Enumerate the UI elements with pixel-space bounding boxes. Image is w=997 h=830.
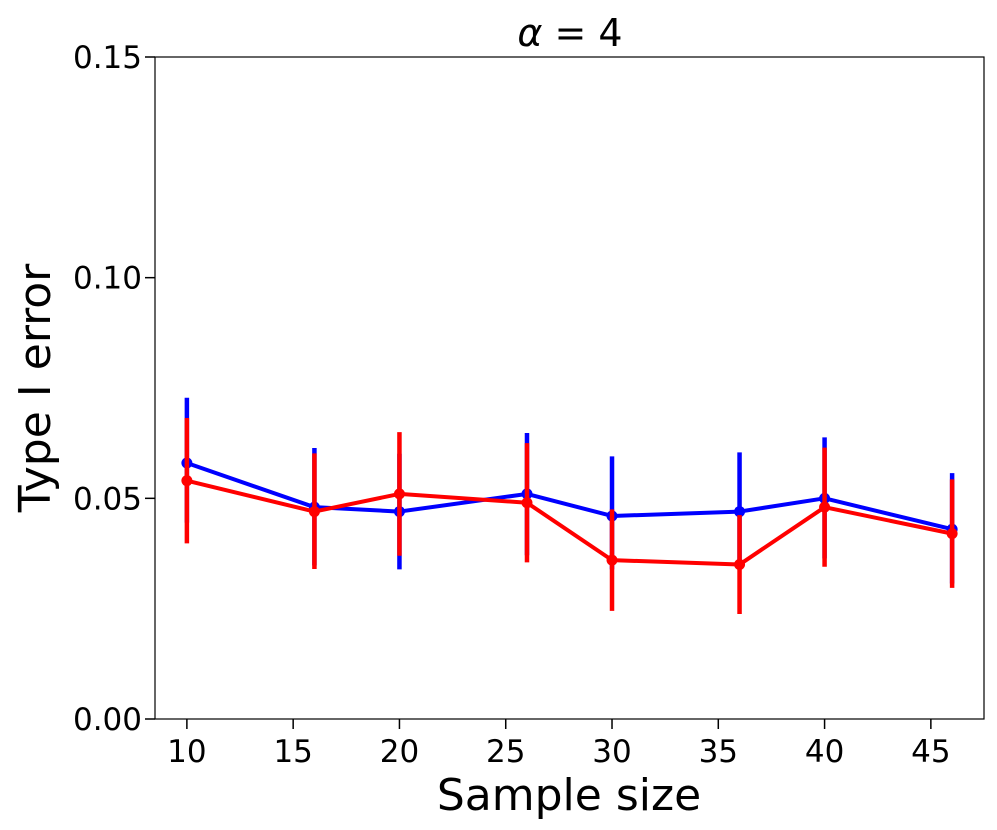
x-tick-label: 15: [273, 734, 312, 770]
series-blue: [181, 397, 958, 584]
series-layer: [181, 397, 958, 614]
y-axis-ticks: 0.00 0.05 0.10 0.15: [73, 40, 155, 738]
x-tick-label: 20: [380, 734, 419, 770]
data-point: [819, 501, 831, 513]
y-tick-label: 0.10: [73, 261, 142, 297]
data-point: [734, 559, 746, 571]
x-tick-label: 35: [699, 734, 738, 770]
y-tick-label: 0.05: [73, 481, 142, 517]
data-point: [521, 497, 533, 509]
series-line: [186, 478, 953, 567]
x-axis-label: Sample size: [437, 770, 701, 821]
data-point: [946, 528, 958, 540]
data-point: [308, 506, 320, 518]
series-red: [181, 418, 958, 614]
data-point: [393, 488, 405, 500]
x-tick-label: 10: [167, 734, 206, 770]
chart-title: α = 4: [517, 11, 622, 55]
data-point: [606, 554, 618, 566]
y-tick-label: 0.00: [73, 702, 142, 738]
chart-title-symbol: α: [517, 11, 542, 55]
chart-title-rest: = 4: [542, 11, 622, 55]
x-tick-label: 45: [911, 734, 950, 770]
series-line: [186, 461, 953, 532]
y-tick-label: 0.15: [73, 40, 142, 76]
data-point: [181, 475, 193, 487]
x-axis-ticks: 10 15 20 25 30 35 40 45: [167, 719, 951, 770]
data-point: [734, 506, 746, 518]
plot-area: [154, 56, 985, 720]
x-tick-label: 30: [592, 734, 631, 770]
y-axis-label: Type I error: [10, 263, 61, 513]
x-tick-label: 40: [805, 734, 844, 770]
x-tick-label: 25: [486, 734, 525, 770]
